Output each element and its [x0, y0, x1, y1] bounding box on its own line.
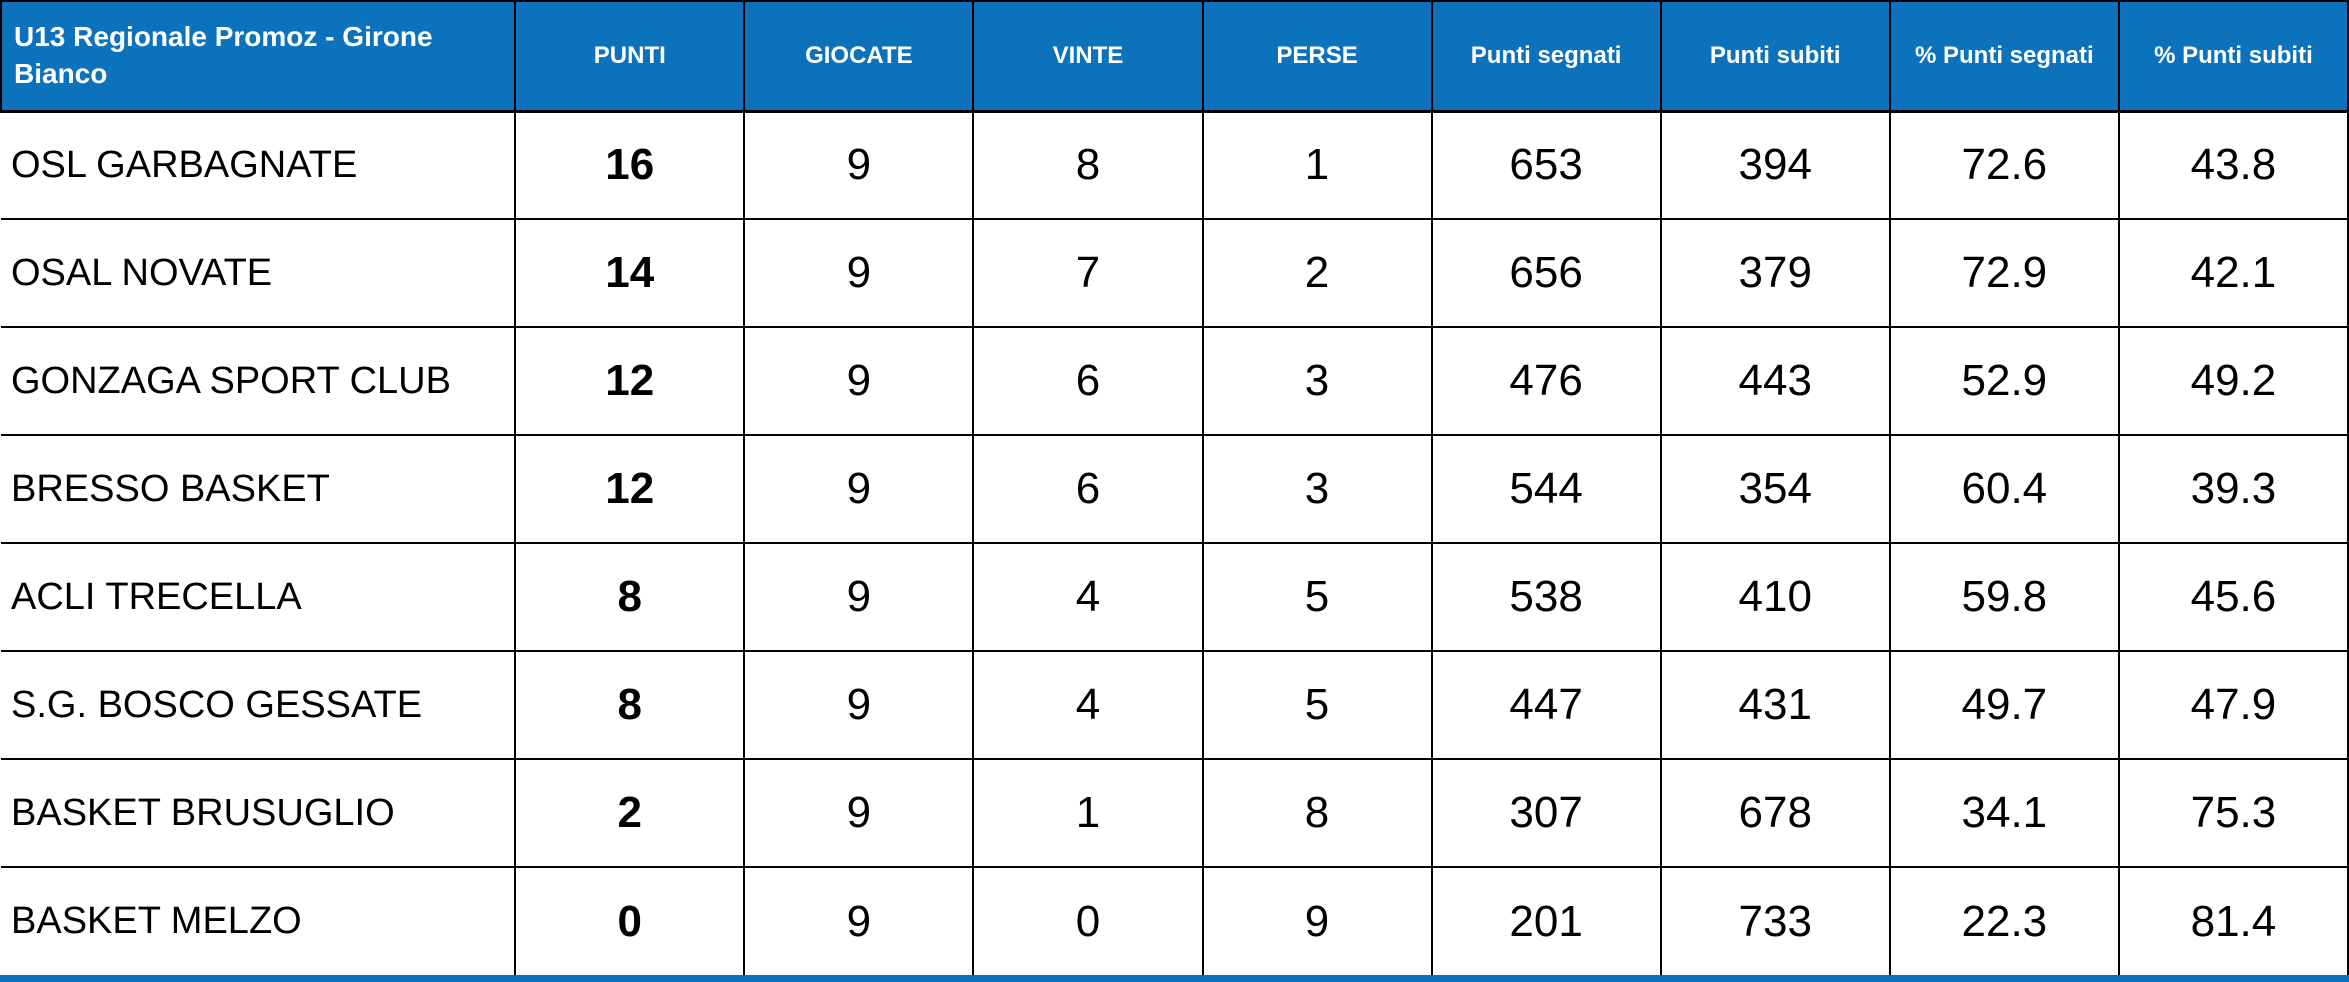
punti-cell: 2: [514, 758, 746, 868]
team-name-cell: ACLI TRECELLA: [1, 542, 517, 652]
column-header-pct-punti-subiti: % Punti subiti: [2117, 0, 2349, 113]
team-name-cell: GONZAGA SPORT CLUB: [1, 326, 517, 436]
giocate-cell: 9: [743, 866, 975, 975]
pct-punti-segnati-cell: 22.3: [1888, 866, 2120, 975]
punti-subiti-cell: 443: [1659, 326, 1891, 436]
team-name-cell: S.G. BOSCO GESSATE: [1, 650, 517, 760]
perse-cell: 9: [1201, 866, 1433, 975]
punti-subiti-cell: 410: [1659, 542, 1891, 652]
table-row: ACLI TRECELLA 8 9 4 5 538 410 59.8 45.6: [1, 542, 2349, 652]
punti-cell: 16: [514, 110, 746, 220]
team-name-cell: BASKET MELZO: [1, 866, 517, 975]
standings-body: OSL GARBAGNATE 16 9 8 1 653 394 72.6 43.8 OSAL NO…: [1, 110, 2349, 975]
punti-segnati-cell: 653: [1430, 110, 1662, 220]
table-row: BASKET BRUSUGLIO 2 9 1 8 307 678 34.1 75.3: [1, 758, 2349, 868]
punti-cell: 8: [514, 542, 746, 652]
column-header-punti-segnati: Punti segnati: [1430, 0, 1662, 113]
table-title: U13 Regionale Promoz - Girone Bianco: [0, 0, 517, 113]
vinte-cell: 1: [972, 758, 1204, 868]
vinte-cell: 6: [972, 326, 1204, 436]
perse-cell: 5: [1201, 542, 1433, 652]
pct-punti-subiti-cell: 45.6: [2117, 542, 2349, 652]
footer-accent-bar: [0, 975, 2349, 982]
giocate-cell: 9: [743, 326, 975, 436]
perse-cell: 3: [1201, 434, 1433, 544]
pct-punti-segnati-cell: 72.6: [1888, 110, 2120, 220]
punti-segnati-cell: 544: [1430, 434, 1662, 544]
table-row: GONZAGA SPORT CLUB 12 9 6 3 476 443 52.9 49.2: [1, 326, 2349, 436]
giocate-cell: 9: [743, 110, 975, 220]
pct-punti-segnati-cell: 34.1: [1888, 758, 2120, 868]
giocate-cell: 9: [743, 650, 975, 760]
table-row: S.G. BOSCO GESSATE 8 9 4 5 447 431 49.7 47.9: [1, 650, 2349, 760]
column-header-giocate: GIOCATE: [743, 0, 975, 113]
column-header-pct-punti-segnati: % Punti segnati: [1888, 0, 2120, 113]
vinte-cell: 4: [972, 542, 1204, 652]
pct-punti-subiti-cell: 49.2: [2117, 326, 2349, 436]
vinte-cell: 4: [972, 650, 1204, 760]
pct-punti-subiti-cell: 39.3: [2117, 434, 2349, 544]
punti-segnati-cell: 656: [1430, 218, 1662, 328]
pct-punti-segnati-cell: 72.9: [1888, 218, 2120, 328]
pct-punti-subiti-cell: 42.1: [2117, 218, 2349, 328]
giocate-cell: 9: [743, 542, 975, 652]
column-header-vinte: VINTE: [972, 0, 1204, 113]
vinte-cell: 6: [972, 434, 1204, 544]
pct-punti-subiti-cell: 47.9: [2117, 650, 2349, 760]
punti-subiti-cell: 678: [1659, 758, 1891, 868]
vinte-cell: 7: [972, 218, 1204, 328]
table-row: BASKET MELZO 0 9 0 9 201 733 22.3 81.4: [1, 866, 2349, 975]
punti-segnati-cell: 538: [1430, 542, 1662, 652]
team-name-cell: BRESSO BASKET: [1, 434, 517, 544]
table-row: OSAL NOVATE 14 9 7 2 656 379 72.9 42.1: [1, 218, 2349, 328]
column-header-perse: PERSE: [1201, 0, 1433, 113]
punti-subiti-cell: 379: [1659, 218, 1891, 328]
punti-subiti-cell: 431: [1659, 650, 1891, 760]
pct-punti-subiti-cell: 75.3: [2117, 758, 2349, 868]
pct-punti-subiti-cell: 43.8: [2117, 110, 2349, 220]
giocate-cell: 9: [743, 434, 975, 544]
punti-subiti-cell: 394: [1659, 110, 1891, 220]
punti-cell: 12: [514, 434, 746, 544]
punti-cell: 14: [514, 218, 746, 328]
perse-cell: 3: [1201, 326, 1433, 436]
perse-cell: 2: [1201, 218, 1433, 328]
team-name-cell: BASKET BRUSUGLIO: [1, 758, 517, 868]
punti-segnati-cell: 447: [1430, 650, 1662, 760]
table-row: BRESSO BASKET 12 9 6 3 544 354 60.4 39.3: [1, 434, 2349, 544]
giocate-cell: 9: [743, 758, 975, 868]
pct-punti-segnati-cell: 60.4: [1888, 434, 2120, 544]
punti-segnati-cell: 307: [1430, 758, 1662, 868]
punti-segnati-cell: 201: [1430, 866, 1662, 975]
column-header-punti-subiti: Punti subiti: [1659, 0, 1891, 113]
pct-punti-subiti-cell: 81.4: [2117, 866, 2349, 975]
vinte-cell: 8: [972, 110, 1204, 220]
punti-cell: 8: [514, 650, 746, 760]
punti-cell: 0: [514, 866, 746, 975]
punti-subiti-cell: 354: [1659, 434, 1891, 544]
header-row: U13 Regionale Promoz - Girone Bianco PUN…: [0, 0, 2349, 113]
pct-punti-segnati-cell: 59.8: [1888, 542, 2120, 652]
team-name-cell: OSL GARBAGNATE: [1, 110, 517, 220]
perse-cell: 1: [1201, 110, 1433, 220]
vinte-cell: 0: [972, 866, 1204, 975]
giocate-cell: 9: [743, 218, 975, 328]
pct-punti-segnati-cell: 52.9: [1888, 326, 2120, 436]
perse-cell: 5: [1201, 650, 1433, 760]
punti-segnati-cell: 476: [1430, 326, 1662, 436]
punti-cell: 12: [514, 326, 746, 436]
table-row: OSL GARBAGNATE 16 9 8 1 653 394 72.6 43.8: [1, 110, 2349, 220]
pct-punti-segnati-cell: 49.7: [1888, 650, 2120, 760]
team-name-cell: OSAL NOVATE: [1, 218, 517, 328]
punti-subiti-cell: 733: [1659, 866, 1891, 975]
column-header-punti: PUNTI: [514, 0, 746, 113]
perse-cell: 8: [1201, 758, 1433, 868]
